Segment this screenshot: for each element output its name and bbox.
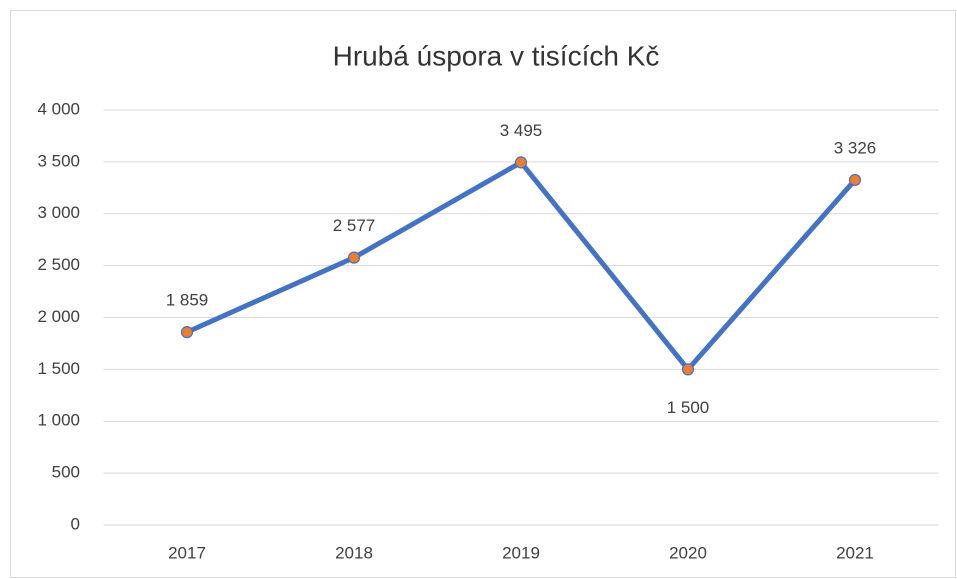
y-tick-label: 1 500 <box>37 359 80 378</box>
x-tick-label: 2018 <box>335 543 373 562</box>
y-tick-label: 4 000 <box>37 99 80 118</box>
data-label: 1 859 <box>166 291 209 310</box>
marker <box>681 363 695 376</box>
y-tick-label: 1 000 <box>37 411 80 430</box>
y-tick-label: 2 500 <box>37 255 80 274</box>
x-tick-label: 2020 <box>669 543 707 562</box>
y-tick-label: 500 <box>52 463 80 482</box>
data-label: 3 326 <box>834 138 877 157</box>
marker <box>514 156 528 169</box>
x-tick-label: 2017 <box>168 543 206 562</box>
x-tick-label: 2019 <box>502 543 540 562</box>
chart-frame <box>10 10 956 578</box>
marker <box>347 251 361 264</box>
data-label: 3 495 <box>500 121 543 140</box>
y-tick-label: 3 000 <box>37 203 80 222</box>
data-label: 2 577 <box>333 216 376 235</box>
y-tick-label: 2 000 <box>37 307 80 326</box>
marker <box>180 326 194 339</box>
x-tick-label: 2021 <box>836 543 874 562</box>
marker <box>848 173 862 187</box>
y-tick-label: 3 500 <box>37 151 80 170</box>
y-tick-label: 0 <box>71 514 80 533</box>
data-label: 1 500 <box>667 398 710 417</box>
chart-title: Hrubá úspora v tisících Kč <box>333 40 660 71</box>
